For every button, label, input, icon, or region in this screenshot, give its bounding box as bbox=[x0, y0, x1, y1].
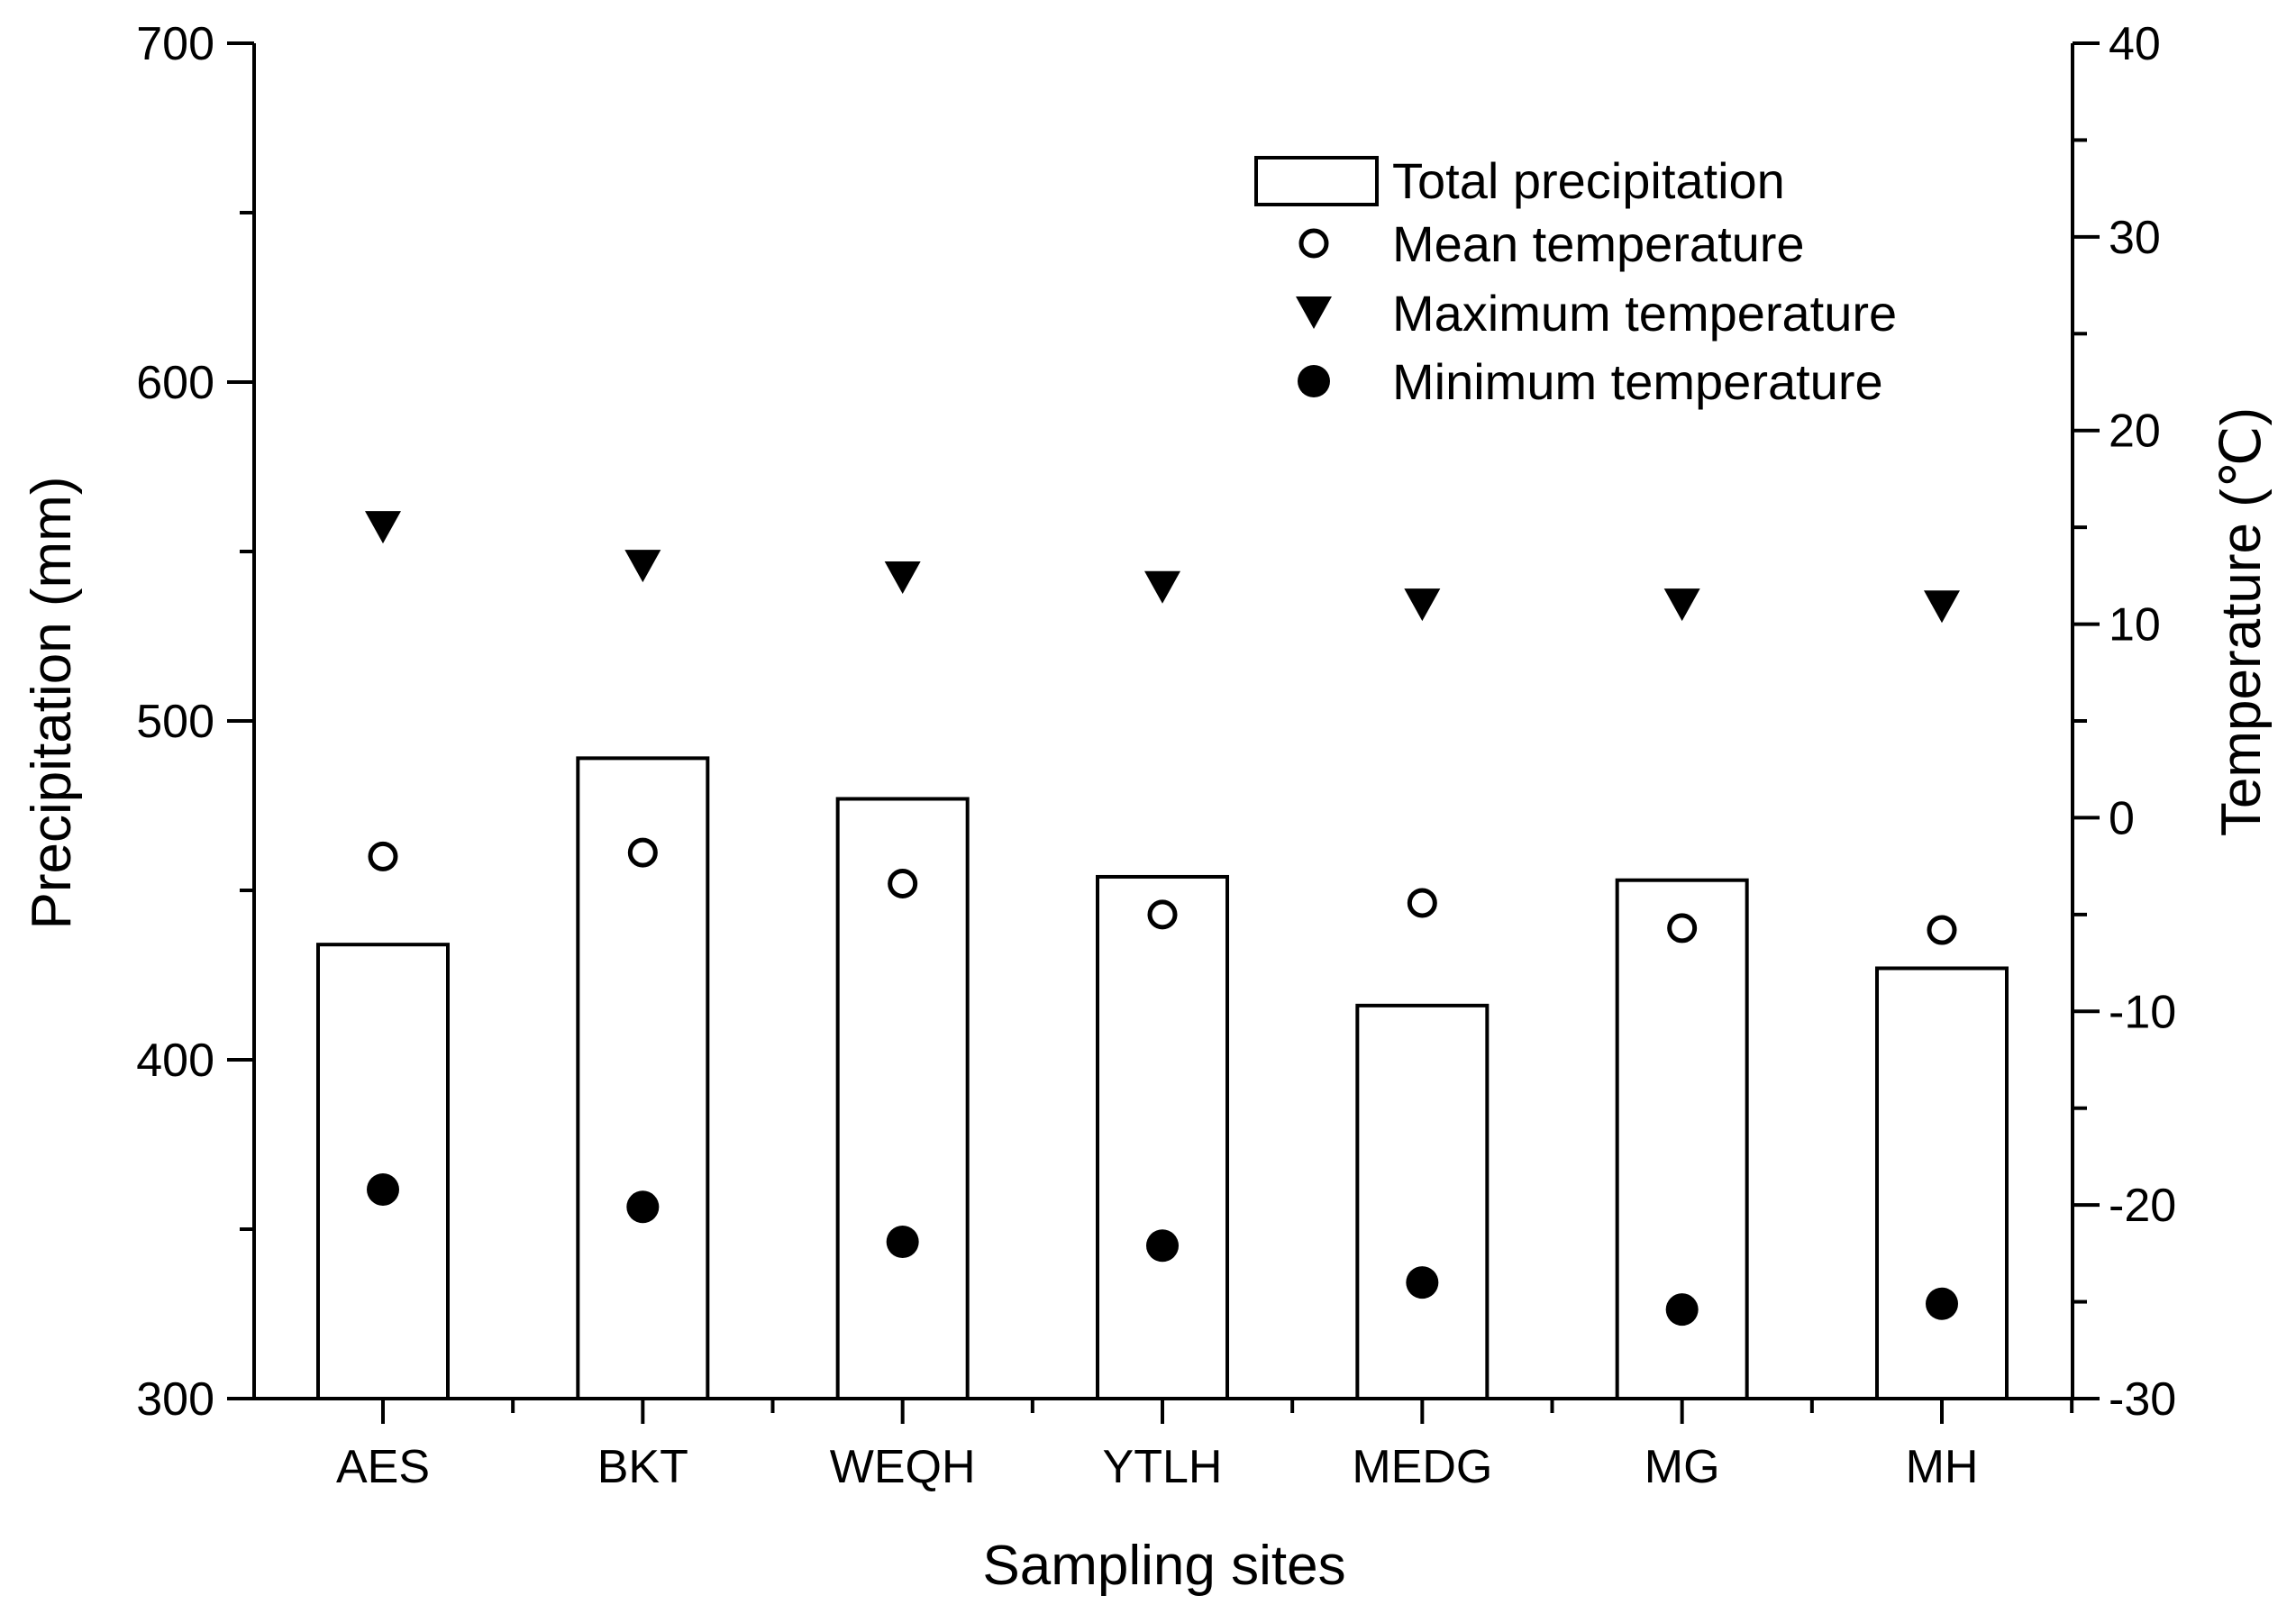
left-y-tick-label: 500 bbox=[136, 696, 214, 748]
min-temp-marker-aes bbox=[367, 1172, 399, 1206]
right-y-tick-label: 0 bbox=[2109, 792, 2135, 844]
mean-temp-marker-weqh bbox=[888, 868, 918, 898]
left-y-tick-label: 400 bbox=[136, 1035, 214, 1087]
legend-label: Mean temperature bbox=[1392, 215, 1805, 272]
mean-temp-marker-ytlh bbox=[1147, 899, 1178, 930]
min-temp-marker-mh bbox=[1926, 1287, 1958, 1320]
max-temp-marker-mh bbox=[1924, 590, 1960, 624]
legend-swatch-minimum-temperature bbox=[1298, 365, 1330, 397]
legend-label: Minimum temperature bbox=[1392, 353, 1883, 410]
mean-temp-marker-mh bbox=[1927, 915, 1957, 945]
right-y-tick-label: 40 bbox=[2109, 18, 2161, 70]
left-y-tick-label: 600 bbox=[136, 357, 214, 409]
max-temp-marker-aes bbox=[365, 511, 401, 544]
left-y-tick-label: 700 bbox=[136, 18, 214, 70]
bar-ytlh bbox=[1096, 874, 1229, 1400]
min-temp-marker-ytlh bbox=[1146, 1229, 1179, 1263]
left-y-axis-title: Precipitation (mm) bbox=[21, 477, 83, 930]
right-y-tick-label: -30 bbox=[2109, 1373, 2176, 1426]
bars-layer bbox=[316, 756, 2009, 1401]
legend-label: Total precipitation bbox=[1392, 152, 1785, 209]
right-y-axis-title: Temperature (℃) bbox=[2210, 407, 2273, 836]
right-y-tick-label: 30 bbox=[2109, 212, 2161, 264]
x-axis-title: Sampling sites bbox=[982, 1535, 1345, 1597]
right-y-tick-label: -10 bbox=[2109, 986, 2176, 1038]
right-y-tick-label: -20 bbox=[2109, 1180, 2176, 1232]
x-tick-label-mh: MH bbox=[1906, 1441, 1979, 1493]
bar-mh bbox=[1875, 966, 2009, 1400]
min-temp-marker-weqh bbox=[886, 1225, 919, 1258]
legend-label: Maximum temperature bbox=[1392, 285, 1897, 342]
max-temp-marker-weqh bbox=[884, 561, 921, 595]
bar-mg bbox=[1615, 878, 1749, 1400]
mean-temp-marker-aes bbox=[368, 841, 398, 871]
legend-swatch-mean-temperature bbox=[1298, 228, 1329, 259]
right-y-tick-label: 10 bbox=[2109, 599, 2161, 652]
x-tick-label-medg: MEDG bbox=[1352, 1441, 1492, 1493]
min-temp-marker-bkt bbox=[626, 1190, 660, 1224]
legend-swatch-maximum-temperature bbox=[1296, 296, 1332, 329]
bar-weqh bbox=[835, 797, 970, 1400]
x-tick-label-weqh: WEQH bbox=[830, 1441, 976, 1493]
bar-aes bbox=[316, 943, 450, 1401]
x-tick-label-mg: MG bbox=[1645, 1441, 1720, 1493]
min-temp-marker-mg bbox=[1665, 1293, 1699, 1327]
max-temp-marker-ytlh bbox=[1144, 570, 1180, 604]
max-temp-marker-mg bbox=[1663, 588, 1700, 622]
x-tick-label-bkt: BKT bbox=[597, 1441, 688, 1493]
markers-layer bbox=[365, 511, 1960, 1327]
max-temp-marker-bkt bbox=[624, 550, 661, 583]
max-temp-marker-medg bbox=[1404, 588, 1441, 622]
axes-layer: 300 400 500 600 700 -30 -20 -10 0 10 20 30 40 AES BKT W… bbox=[136, 18, 2176, 1493]
min-temp-marker-medg bbox=[1406, 1266, 1439, 1299]
left-y-tick-label: 300 bbox=[136, 1373, 214, 1426]
mean-temp-marker-medg bbox=[1407, 888, 1437, 918]
x-tick-label-ytlh: YTLH bbox=[1103, 1441, 1223, 1493]
bar-medg bbox=[1355, 1003, 1490, 1400]
mean-temp-marker-mg bbox=[1667, 913, 1698, 944]
legend: Total precipitation Mean temperature Maxim… bbox=[1254, 152, 1897, 410]
legend-swatch-total-precipitation bbox=[1254, 156, 1379, 206]
x-tick-label-aes: AES bbox=[336, 1441, 430, 1493]
right-y-tick-label: 20 bbox=[2109, 406, 2161, 458]
mean-temp-marker-bkt bbox=[627, 837, 658, 868]
